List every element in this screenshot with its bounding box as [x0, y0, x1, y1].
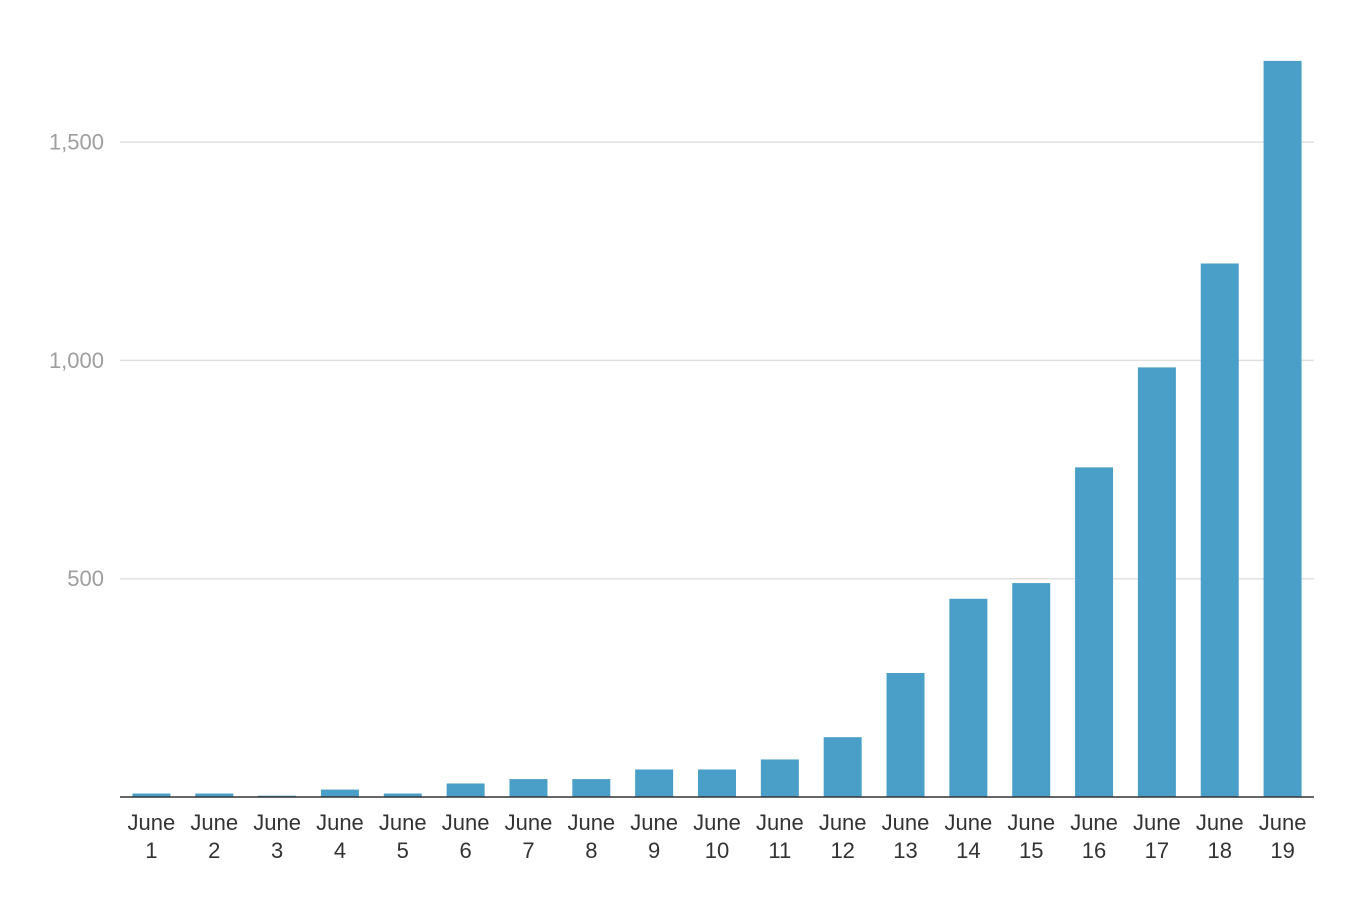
x-tick-label: June 8: [567, 810, 615, 863]
x-tick-label: June 17: [1133, 810, 1181, 863]
bar: [823, 737, 862, 797]
bar: [760, 759, 799, 797]
x-tick-label: June 12: [819, 810, 867, 863]
gridlines: [120, 141, 1314, 580]
bar: [949, 598, 988, 797]
x-tick-label: June 3: [253, 810, 301, 863]
bar: [195, 793, 234, 797]
x-tick-label: June 15: [1007, 810, 1055, 863]
bar: [383, 793, 422, 797]
x-axis-tick-labels: June 1 June 2 June 3 June 4 June 5 June 6 June 7 June 8…: [128, 810, 1307, 863]
x-tick-label: June 16: [1070, 810, 1118, 863]
x-tick-label: June 5: [379, 810, 427, 863]
bar: [320, 789, 359, 797]
x-tick-label: June 2: [190, 810, 238, 863]
x-tick-label: June 13: [882, 810, 930, 863]
x-tick-label: June 14: [945, 810, 993, 863]
x-tick-label: June 9: [630, 810, 678, 863]
bar: [572, 779, 611, 797]
bar: [509, 779, 548, 797]
bar: [132, 793, 171, 797]
x-tick-label: June 6: [442, 810, 490, 863]
bar: [1012, 583, 1051, 797]
bar: [1200, 263, 1239, 797]
bar: [886, 673, 925, 797]
bars: [132, 60, 1302, 798]
x-tick-label: June 18: [1196, 810, 1244, 863]
x-tick-label: June 10: [693, 810, 741, 863]
x-tick-label: June 1: [128, 810, 176, 863]
x-tick-label: June 11: [756, 810, 804, 863]
x-tick-label: June 7: [505, 810, 553, 863]
x-tick-label: June 4: [316, 810, 364, 863]
bar: [1263, 60, 1302, 798]
bar: [635, 769, 674, 797]
y-tick-label: 1,500: [49, 130, 104, 155]
y-axis-tick-labels: 500 1,000 1,500: [49, 130, 104, 592]
x-tick-label: June 19: [1259, 810, 1307, 863]
bar: [698, 769, 736, 797]
bar: [446, 783, 485, 797]
bar: [1075, 467, 1114, 797]
y-tick-label: 1,000: [49, 348, 104, 373]
y-tick-label: 500: [67, 566, 104, 591]
bar: [1137, 367, 1176, 797]
